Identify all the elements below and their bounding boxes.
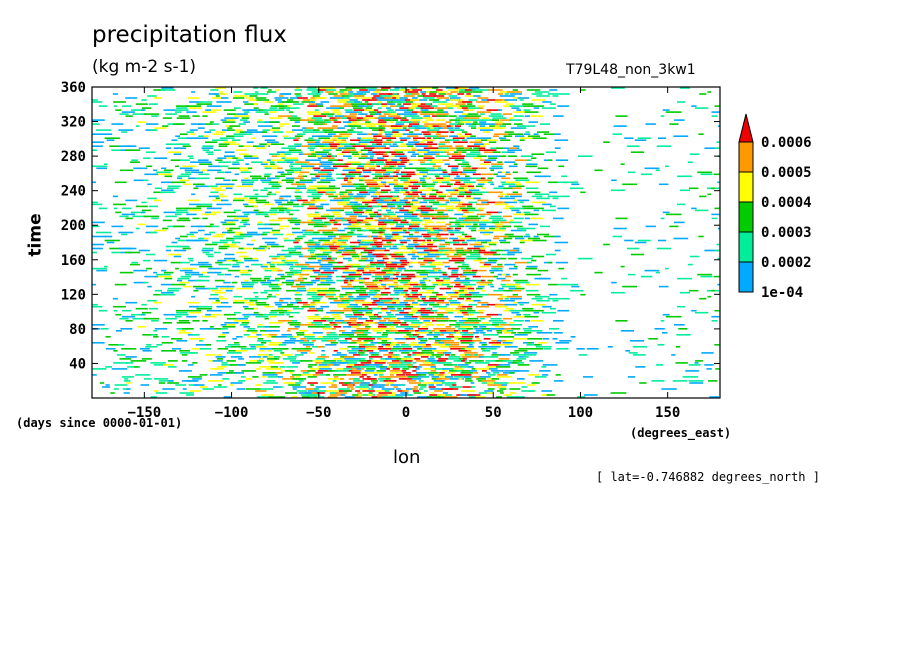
x-axis-label: lon: [393, 447, 421, 468]
colorbar-label: 1e-04: [761, 285, 803, 301]
plot-axes: −150 −100 −50 0 50 100 150 40 80 120 160 200 240 280 3…: [61, 80, 721, 421]
colorbar-label: 0.0003: [761, 225, 812, 241]
x-tick-label: 0: [402, 405, 410, 421]
colorbar-swatch: [738, 201, 754, 233]
x-tick-label: 150: [655, 405, 680, 421]
colorbar-swatch: [738, 231, 754, 263]
chart-title: precipitation flux: [92, 22, 287, 48]
x-tick-label: −50: [306, 405, 331, 421]
y-tick-label: 160: [61, 253, 86, 269]
colorbar-label: 0.0002: [761, 255, 812, 271]
y-tick-label: 120: [61, 287, 86, 303]
y-tick-label: 320: [61, 115, 86, 131]
chart-units: (kg m-2 s-1): [92, 57, 197, 77]
y-tick-label: 200: [61, 218, 86, 234]
colorbar: 1e-04 0.0002 0.0003 0.0004 0.0005 0.0006: [738, 113, 812, 301]
run-label: T79L48_non_3kw1: [566, 62, 696, 78]
colorbar-label: 0.0006: [761, 135, 812, 151]
colorbar-extension-arrow: [738, 113, 754, 143]
colorbar-label: 0.0004: [761, 195, 812, 211]
colorbar-swatch: [738, 261, 754, 293]
y-tick-label: 280: [61, 149, 86, 165]
x-tick-label: 100: [568, 405, 593, 421]
y-tick-label: 40: [69, 356, 86, 372]
x-tick-label: −150: [127, 405, 161, 421]
x-tick-label: 50: [485, 405, 502, 421]
latitude-note: [ lat=-0.746882 degrees_north ]: [596, 470, 820, 484]
colorbar-swatch: [738, 171, 754, 203]
y-axis-units: (days since 0000-01-01): [16, 416, 183, 430]
x-axis-units: (degrees_east): [630, 426, 732, 440]
y-tick-label: 80: [69, 322, 86, 338]
y-tick-label: 360: [61, 80, 86, 96]
y-tick-label: 240: [61, 184, 86, 200]
precipitation-field: [92, 87, 720, 398]
x-tick-label: −100: [215, 405, 249, 421]
colorbar-label: 0.0005: [761, 165, 812, 181]
colorbar-swatch: [738, 141, 754, 173]
